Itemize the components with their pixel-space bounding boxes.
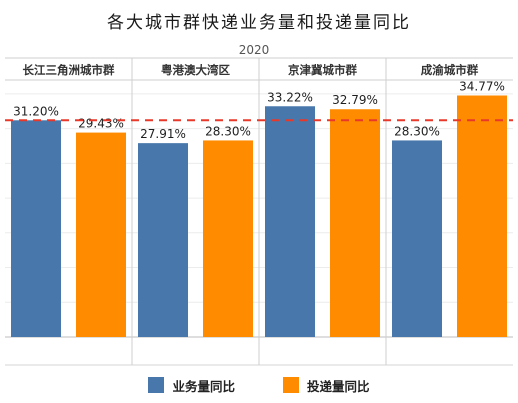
legend: 业务量同比 投递量同比 (0, 374, 518, 396)
data-label: 29.43% (78, 117, 124, 131)
data-label: 27.91% (140, 127, 186, 141)
data-label: 34.77% (459, 79, 505, 93)
legend-swatch-series-2 (283, 377, 299, 393)
data-label: 32.79% (332, 93, 378, 107)
bar-series-2 (203, 140, 253, 337)
chart-subtitle: 2020 (239, 43, 270, 57)
bar-series-2 (330, 109, 380, 337)
legend-item-series-2: 投递量同比 (283, 376, 370, 395)
bar-series-1 (265, 106, 315, 337)
panel-header-2: 粤港澳大湾区 (161, 63, 230, 77)
bar-series-1 (11, 120, 61, 337)
panel-header-3: 京津冀城市群 (288, 63, 357, 77)
data-label: 28.30% (394, 124, 440, 138)
data-label: 28.30% (205, 124, 251, 138)
legend-label-series-1: 业务量同比 (172, 378, 235, 394)
data-label: 31.20% (13, 104, 59, 118)
legend-swatch-series-1 (148, 377, 165, 393)
legend-label-series-2: 投递量同比 (307, 378, 370, 394)
data-label: 33.22% (267, 90, 313, 104)
panel-header-1: 长江三角洲城市群 (23, 63, 115, 77)
bar-series-1 (138, 143, 188, 337)
panel-header-4: 成渝城市群 (421, 63, 479, 77)
bar-series-2 (457, 95, 507, 337)
bar-series-1 (392, 140, 442, 337)
chart-title: 各大城市群快递业务量和投递量同比 (107, 13, 411, 33)
legend-item-series-1: 业务量同比 (148, 376, 235, 395)
bar-series-2 (76, 132, 126, 337)
